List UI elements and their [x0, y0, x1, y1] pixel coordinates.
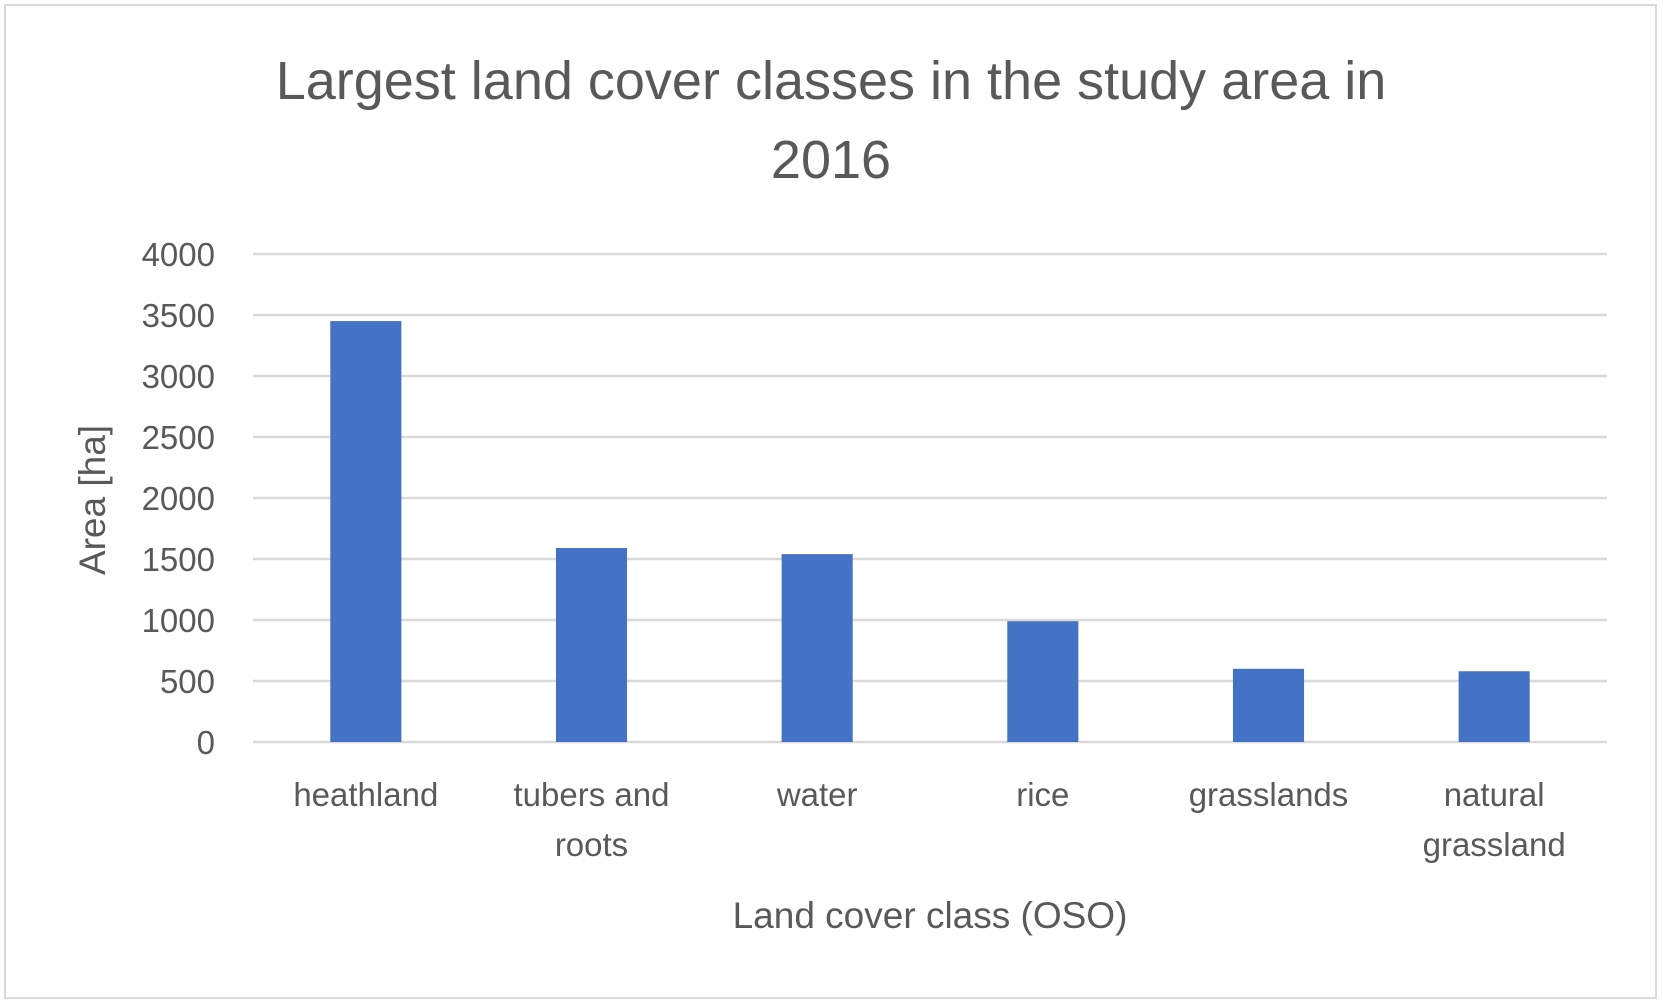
- y-tick-label: 3500: [142, 297, 215, 334]
- x-tick-label: water: [776, 776, 858, 813]
- y-tick-label: 1000: [142, 602, 215, 639]
- x-tick-label: grasslands: [1189, 776, 1349, 813]
- bar: [1232, 668, 1305, 742]
- bar: [555, 548, 628, 742]
- x-tick-label: heathland: [293, 776, 438, 813]
- x-axis-title: Land cover class (OSO): [733, 895, 1128, 936]
- gridlines: [253, 252, 1607, 744]
- bars: [330, 321, 1530, 742]
- x-tick-label: natural: [1444, 776, 1545, 813]
- y-tick-label: 500: [160, 663, 215, 700]
- chart-frame: [4, 4, 1657, 999]
- bar: [1458, 671, 1530, 742]
- y-tick-label: 0: [197, 724, 215, 761]
- chart-title: Largest land cover classes in the study …: [276, 51, 1387, 190]
- y-tick-label: 4000: [142, 236, 215, 273]
- bar: [781, 554, 853, 742]
- chart-title-line: Largest land cover classes in the study …: [276, 51, 1387, 111]
- y-axis-ticks: 0 500 1000 1500 2000 2500 3000 3500 4000: [142, 236, 215, 761]
- y-tick-label: 2500: [142, 419, 215, 456]
- x-tick-label: grassland: [1423, 826, 1566, 863]
- y-tick-label: 2000: [142, 480, 215, 517]
- bar: [1007, 621, 1079, 742]
- y-tick-label: 3000: [142, 358, 215, 395]
- x-tick-label: tubers and: [514, 776, 670, 813]
- y-tick-label: 1500: [142, 541, 215, 578]
- chart-title-line: 2016: [771, 130, 891, 190]
- bar: [330, 321, 402, 742]
- y-axis-title: Area [ha]: [72, 425, 113, 575]
- x-tick-label: roots: [555, 826, 628, 863]
- x-tick-label: rice: [1016, 776, 1069, 813]
- x-axis-ticks: heathland tubers and roots water rice grassla…: [293, 776, 1565, 863]
